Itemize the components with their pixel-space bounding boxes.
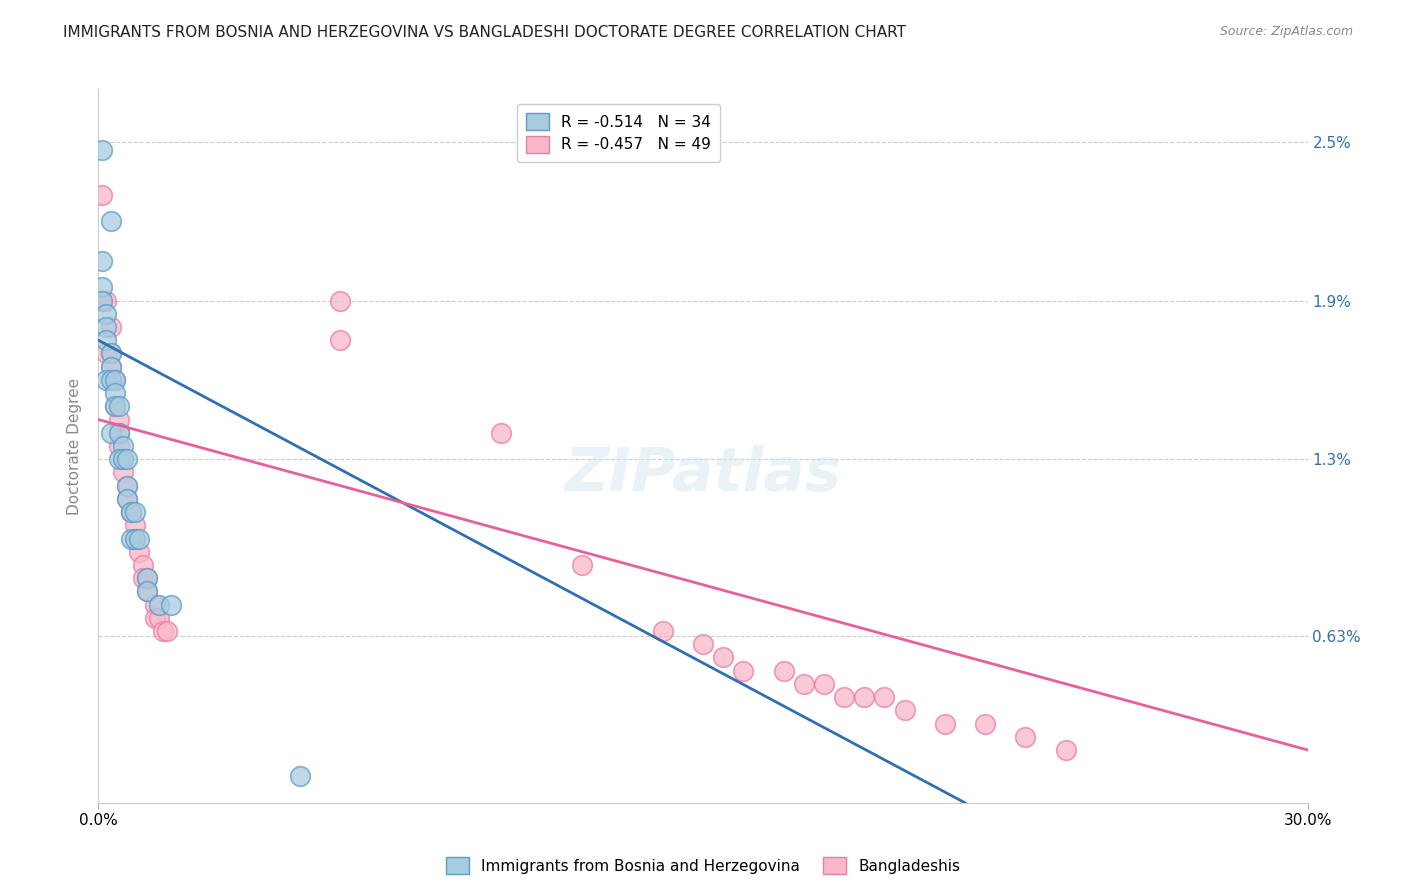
Point bbox=[100, 214, 122, 228]
Point bbox=[135, 571, 157, 585]
Point bbox=[103, 373, 125, 387]
Point bbox=[793, 677, 815, 691]
Text: ZIPatlas: ZIPatlas bbox=[564, 445, 842, 504]
Point bbox=[124, 505, 146, 519]
Legend: R = -0.514   N = 34, R = -0.457   N = 49: R = -0.514 N = 34, R = -0.457 N = 49 bbox=[516, 104, 720, 161]
Point bbox=[132, 571, 155, 585]
Point bbox=[733, 664, 755, 678]
Point bbox=[103, 400, 125, 414]
Point bbox=[124, 532, 146, 546]
Point bbox=[115, 491, 138, 506]
Point bbox=[124, 518, 146, 533]
Point bbox=[111, 452, 134, 467]
Point bbox=[135, 584, 157, 599]
Point bbox=[103, 386, 125, 401]
Point bbox=[100, 320, 122, 334]
Point bbox=[934, 716, 956, 731]
Point bbox=[160, 598, 183, 612]
Point bbox=[571, 558, 593, 572]
Point bbox=[107, 425, 129, 440]
Point bbox=[103, 373, 125, 387]
Point bbox=[107, 452, 129, 467]
Point bbox=[143, 611, 166, 625]
Point bbox=[132, 558, 155, 572]
Point bbox=[111, 439, 134, 453]
Point bbox=[148, 611, 170, 625]
Point bbox=[115, 452, 138, 467]
Point bbox=[893, 703, 915, 717]
Point bbox=[115, 478, 138, 492]
Point bbox=[107, 412, 129, 426]
Legend: Immigrants from Bosnia and Herzegovina, Bangladeshis: Immigrants from Bosnia and Herzegovina, … bbox=[440, 851, 966, 880]
Point bbox=[329, 293, 352, 308]
Point bbox=[711, 650, 734, 665]
Point bbox=[107, 400, 129, 414]
Point bbox=[120, 505, 142, 519]
Point bbox=[156, 624, 179, 638]
Point bbox=[115, 491, 138, 506]
Point bbox=[111, 452, 134, 467]
Point bbox=[100, 359, 122, 374]
Point bbox=[124, 532, 146, 546]
Point bbox=[100, 373, 122, 387]
Point bbox=[772, 664, 794, 678]
Point bbox=[120, 505, 142, 519]
Point bbox=[651, 624, 673, 638]
Text: Source: ZipAtlas.com: Source: ZipAtlas.com bbox=[1219, 25, 1353, 38]
Point bbox=[91, 254, 114, 268]
Y-axis label: Doctorate Degree: Doctorate Degree bbox=[67, 377, 83, 515]
Point bbox=[96, 307, 118, 321]
Point bbox=[115, 478, 138, 492]
Point bbox=[100, 346, 122, 360]
Point bbox=[135, 571, 157, 585]
Point bbox=[91, 188, 114, 202]
Point bbox=[974, 716, 997, 731]
Point bbox=[91, 143, 114, 157]
Point bbox=[128, 532, 150, 546]
Point bbox=[96, 373, 118, 387]
Point bbox=[120, 505, 142, 519]
Point bbox=[107, 425, 129, 440]
Point bbox=[107, 439, 129, 453]
Point bbox=[813, 677, 835, 691]
Text: IMMIGRANTS FROM BOSNIA AND HERZEGOVINA VS BANGLADESHI DOCTORATE DEGREE CORRELATI: IMMIGRANTS FROM BOSNIA AND HERZEGOVINA V… bbox=[63, 25, 907, 40]
Point bbox=[111, 466, 134, 480]
Point bbox=[91, 280, 114, 294]
Point bbox=[96, 320, 118, 334]
Point bbox=[832, 690, 855, 704]
Point bbox=[120, 532, 142, 546]
Point bbox=[288, 769, 311, 783]
Point bbox=[96, 333, 118, 347]
Point bbox=[96, 293, 118, 308]
Point bbox=[853, 690, 876, 704]
Point bbox=[692, 637, 714, 651]
Point bbox=[143, 598, 166, 612]
Point bbox=[873, 690, 896, 704]
Point bbox=[100, 425, 122, 440]
Point bbox=[152, 624, 174, 638]
Point bbox=[491, 425, 513, 440]
Point bbox=[91, 293, 114, 308]
Point bbox=[1054, 743, 1077, 757]
Point bbox=[128, 545, 150, 559]
Point bbox=[135, 584, 157, 599]
Point bbox=[100, 359, 122, 374]
Point bbox=[96, 346, 118, 360]
Point bbox=[100, 346, 122, 360]
Point bbox=[329, 333, 352, 347]
Point bbox=[91, 293, 114, 308]
Point bbox=[103, 400, 125, 414]
Point bbox=[1014, 730, 1036, 744]
Point bbox=[148, 598, 170, 612]
